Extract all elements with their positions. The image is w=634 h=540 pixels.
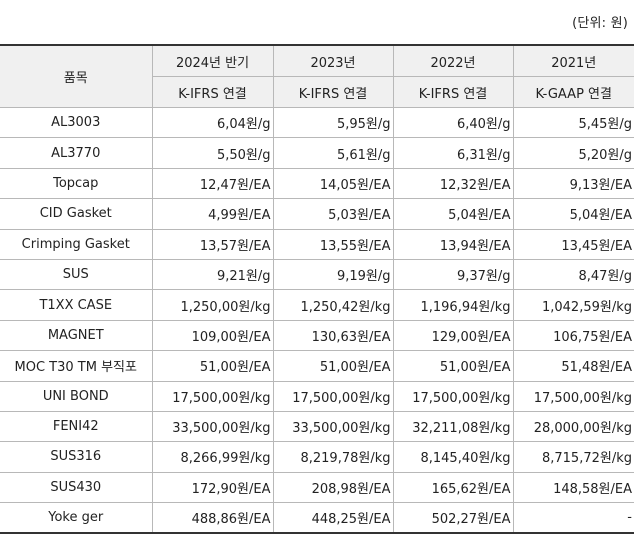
unit-price-cell: 129,00원/EA (392, 319, 514, 352)
table-row: SUS316 8,266,99원/kg 8,219,78원/kg 8,145,40원/… (0, 441, 634, 473)
table-row: SUS430 172,90원/EA 208,98원/EA 165,62원/EA 148,… (0, 471, 634, 504)
unit-price-cell: 13,94원/EA (392, 228, 514, 260)
item-name-cell: AL3003 (0, 106, 153, 139)
item-name-cell: SUS430 (0, 471, 153, 504)
item-name-cell: Yoke ger (0, 502, 153, 534)
unit-price-cell: 165,62원/EA (392, 471, 514, 504)
unit-price-cell: 17,500,00원/kg (512, 380, 634, 412)
item-name-cell: MAGNET (0, 319, 153, 352)
unit-price-cell: 17,500,00원/kg (272, 380, 394, 412)
unit-price-cell: 8,47원/g (512, 258, 634, 291)
unit-price-cell: 8,145,40원/kg (392, 441, 514, 473)
period-header: 2024년 반기 (151, 45, 274, 77)
table-row: AL3770 5,50원/g 5,61원/g 6,31원/g 5,20원/g (0, 137, 634, 169)
unit-price-cell: 13,57원/EA (151, 228, 274, 260)
unit-price-cell: 6,31원/g (392, 137, 514, 169)
item-name-cell: MOC T30 TM 부직포 (0, 350, 153, 382)
unit-price-cell: 9,19원/g (272, 258, 394, 291)
unit-price-cell: 9,21원/g (151, 258, 274, 291)
table-row: T1XX CASE 1,250,00원/kg 1,250,42원/kg 1,196,9… (0, 289, 634, 321)
table-row: AL3003 6,04원/g 5,95원/g 6,40원/g 5,45원/g (0, 106, 634, 139)
unit-price-cell: 14,05원/EA (272, 167, 394, 200)
unit-price-cell: 51,00원/EA (392, 350, 514, 382)
unit-price-cell: 33,500,00원/kg (272, 410, 394, 443)
unit-price-cell: 33,500,00원/kg (151, 410, 274, 443)
table-row: UNI BOND 17,500,00원/kg 17,500,00원/kg 17,500… (0, 380, 634, 412)
unit-price-cell: 5,45원/g (512, 106, 634, 139)
item-name-cell: AL3770 (0, 137, 153, 169)
table-row: MAGNET 109,00원/EA 130,63원/EA 129,00원/EA 106,… (0, 319, 634, 352)
item-name-cell: Topcap (0, 167, 153, 200)
price-table: 품목 2024년 반기 2023년 2022년 2021년 K-IFRS 연결 … (0, 44, 634, 535)
unit-price-cell: 148,58원/EA (512, 471, 634, 504)
unit-note: (단위: 원) (572, 16, 628, 31)
unit-price-cell: 8,715,72원/kg (512, 441, 634, 473)
table-body: AL3003 6,04원/g 5,95원/g 6,40원/g 5,45원/g AL3770… (0, 106, 634, 534)
unit-price-cell: 5,04원/EA (392, 198, 514, 230)
standard-header: K-IFRS 연결 (152, 76, 274, 108)
table-row: FENI42 33,500,00원/kg 33,500,00원/kg 32,211,0… (0, 410, 634, 443)
item-column-header: 품목 (0, 45, 153, 108)
unit-price-cell: 106,75원/EA (512, 319, 634, 352)
unit-price-cell: 5,03원/EA (272, 198, 394, 230)
unit-price-cell: 5,95원/g (272, 106, 394, 139)
item-name-cell: FENI42 (0, 410, 153, 443)
period-header: 2023년 (272, 45, 394, 77)
item-name-cell: T1XX CASE (0, 289, 153, 321)
item-name-cell: UNI BOND (0, 380, 153, 412)
unit-price-cell: 1,250,00원/kg (151, 289, 274, 321)
unit-price-cell: 13,55원/EA (272, 228, 394, 260)
unit-price-cell: 17,500,00원/kg (392, 380, 514, 412)
unit-price-cell: 6,40원/g (392, 106, 514, 139)
unit-price-cell: 1,250,42원/kg (272, 289, 394, 321)
unit-price-cell: 32,211,08원/kg (392, 410, 514, 443)
unit-price-cell: 51,00원/EA (272, 350, 394, 382)
standard-header: K-GAAP 연결 (512, 76, 634, 108)
unit-price-cell: 109,00원/EA (151, 319, 274, 352)
unit-price-cell: 51,48원/EA (512, 350, 634, 382)
table-row: Yoke ger 488,86원/EA 448,25원/EA 502,27원/EA - (0, 502, 634, 534)
unit-price-cell: 5,20원/g (512, 137, 634, 169)
table-row: SUS 9,21원/g 9,19원/g 9,37원/g 8,47원/g (0, 258, 634, 291)
table-row: MOC T30 TM 부직포 51,00원/EA 51,00원/EA 51,00원/E… (0, 350, 634, 382)
unit-price-cell: 208,98원/EA (272, 471, 394, 504)
unit-price-cell: 12,32원/EA (392, 167, 514, 200)
unit-price-cell: 8,219,78원/kg (272, 441, 394, 473)
unit-price-cell: 4,99원/EA (151, 198, 274, 230)
unit-price-cell: 130,63원/EA (272, 319, 394, 352)
item-name-cell: CID Gasket (0, 198, 153, 230)
item-name-cell: SUS (0, 258, 153, 291)
standard-header: K-IFRS 연결 (272, 76, 394, 108)
unit-price-cell: 5,04원/EA (512, 198, 634, 230)
unit-price-cell: 502,27원/EA (392, 502, 514, 534)
unit-price-cell: 12,47원/EA (151, 167, 274, 200)
period-header: 2021년 (512, 45, 634, 77)
period-header: 2022년 (392, 45, 514, 77)
unit-price-cell: 5,50원/g (151, 137, 274, 169)
item-name-cell: SUS316 (0, 441, 153, 473)
unit-price-cell: 488,86원/EA (151, 502, 274, 534)
unit-price-cell: 6,04원/g (151, 106, 274, 139)
unit-price-cell: 13,45원/EA (512, 228, 634, 260)
unit-price-cell: 9,37원/g (392, 258, 514, 291)
item-name-cell: Crimping Gasket (0, 228, 153, 260)
unit-price-cell: 5,61원/g (272, 137, 394, 169)
table-header: 품목 2024년 반기 2023년 2022년 2021년 K-IFRS 연결 … (0, 45, 634, 108)
unit-price-cell: - (512, 502, 634, 534)
unit-price-cell: 448,25원/EA (272, 502, 394, 534)
unit-price-cell: 8,266,99원/kg (151, 441, 274, 473)
table-row: Crimping Gasket 13,57원/EA 13,55원/EA 13,94원/… (0, 228, 634, 260)
unit-price-cell: 28,000,00원/kg (512, 410, 634, 443)
standard-header: K-IFRS 연결 (392, 76, 514, 108)
unit-price-cell: 17,500,00원/kg (151, 380, 274, 412)
unit-price-cell: 1,196,94원/kg (392, 289, 514, 321)
unit-price-cell: 51,00원/EA (151, 350, 274, 382)
table-row: CID Gasket 4,99원/EA 5,03원/EA 5,04원/EA 5,04원/… (0, 198, 634, 230)
table-row: Topcap 12,47원/EA 14,05원/EA 12,32원/EA 9,13원/E… (0, 167, 634, 200)
unit-price-cell: 1,042,59원/kg (512, 289, 634, 321)
unit-price-cell: 172,90원/EA (151, 471, 274, 504)
unit-price-cell: 9,13원/EA (512, 167, 634, 200)
